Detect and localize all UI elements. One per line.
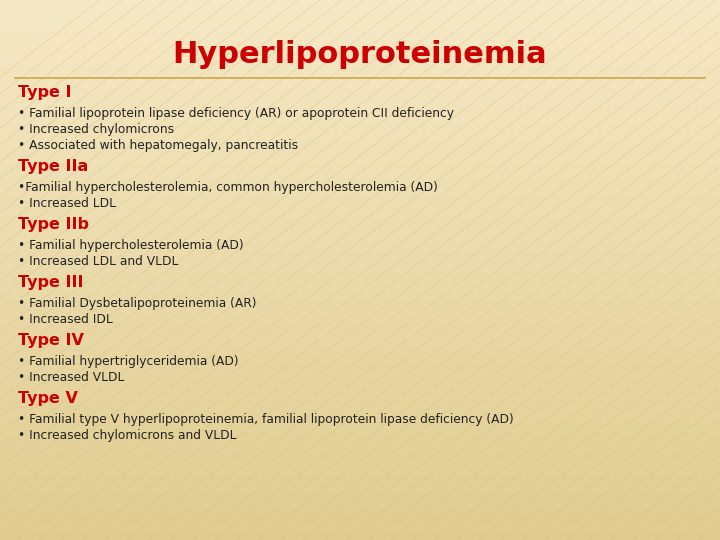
Text: Type IIa: Type IIa <box>18 159 89 174</box>
Text: • Familial lipoprotein lipase deficiency (AR) or apoprotein CII deficiency: • Familial lipoprotein lipase deficiency… <box>18 107 454 120</box>
Text: • Familial hypercholesterolemia (AD): • Familial hypercholesterolemia (AD) <box>18 239 243 252</box>
Text: • Increased LDL: • Increased LDL <box>18 197 116 210</box>
Text: • Familial type V hyperlipoproteinemia, familial lipoprotein lipase deficiency (: • Familial type V hyperlipoproteinemia, … <box>18 413 514 426</box>
Text: • Increased IDL: • Increased IDL <box>18 313 113 326</box>
Text: Hyperlipoproteinemia: Hyperlipoproteinemia <box>173 40 547 69</box>
Text: • Increased chylomicrons and VLDL: • Increased chylomicrons and VLDL <box>18 429 236 442</box>
Text: Type I: Type I <box>18 85 71 100</box>
Text: Type IV: Type IV <box>18 333 84 348</box>
Text: • Increased chylomicrons: • Increased chylomicrons <box>18 123 174 136</box>
Text: Type V: Type V <box>18 391 78 406</box>
Text: •Familial hypercholesterolemia, common hypercholesterolemia (AD): •Familial hypercholesterolemia, common h… <box>18 181 438 194</box>
Text: • Familial Dysbetalipoproteinemia (AR): • Familial Dysbetalipoproteinemia (AR) <box>18 297 256 310</box>
Text: • Familial hypertriglyceridemia (AD): • Familial hypertriglyceridemia (AD) <box>18 355 238 368</box>
Text: • Increased LDL and VLDL: • Increased LDL and VLDL <box>18 255 179 268</box>
Text: Type IIb: Type IIb <box>18 217 89 232</box>
Text: Type III: Type III <box>18 275 84 290</box>
Text: • Associated with hepatomegaly, pancreatitis: • Associated with hepatomegaly, pancreat… <box>18 139 298 152</box>
Text: • Increased VLDL: • Increased VLDL <box>18 371 125 384</box>
